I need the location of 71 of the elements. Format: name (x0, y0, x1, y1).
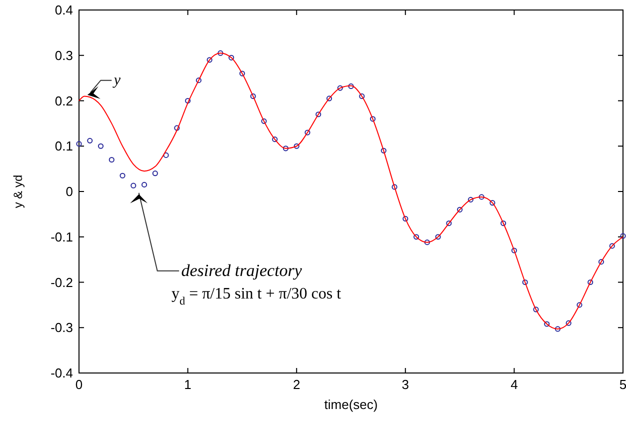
point (457, 206, 463, 212)
point (554, 326, 561, 332)
y-tick-label: -0.1 (50, 229, 73, 244)
point (588, 279, 594, 286)
point (478, 194, 484, 200)
point (380, 148, 386, 154)
y-tick-label: 0.3 (54, 48, 73, 63)
x-tick-label: 4 (510, 377, 518, 392)
point (370, 116, 376, 122)
point (490, 200, 496, 206)
y-tick-label: 0.2 (54, 93, 73, 108)
x-tick-label: 2 (292, 377, 300, 392)
point (239, 70, 245, 76)
point (359, 93, 365, 100)
point (511, 248, 517, 254)
point (174, 125, 180, 131)
point (141, 182, 148, 188)
x-axis-title: time(sec) (324, 397, 378, 412)
point (435, 234, 441, 240)
point (108, 156, 114, 163)
point (196, 78, 202, 84)
y-axis-title: y & yd (11, 174, 25, 208)
annotation: y$_{d}$ = π/15 sin t + π/30 cos t (171, 286, 342, 308)
point (424, 240, 430, 246)
point (566, 320, 572, 326)
point (130, 182, 136, 188)
point (598, 259, 604, 265)
point (326, 96, 332, 102)
point (250, 93, 256, 100)
point (576, 302, 582, 308)
point (522, 279, 528, 286)
point (413, 234, 420, 240)
point (533, 306, 539, 312)
point (446, 220, 452, 226)
point (282, 146, 289, 152)
x-tick-label: 3 (402, 377, 410, 392)
point (87, 138, 93, 144)
point (228, 54, 234, 60)
point (304, 130, 310, 136)
x-tick-label: 1 (184, 377, 192, 392)
point (163, 152, 169, 158)
point (218, 50, 224, 56)
point (468, 196, 474, 202)
point (206, 57, 212, 63)
point (402, 216, 408, 222)
point (620, 233, 626, 239)
y-tick-label: 0 (66, 184, 73, 199)
y-tick-label: 0.1 (54, 138, 73, 154)
point (120, 172, 126, 178)
point (609, 243, 615, 249)
point (316, 112, 322, 118)
point (98, 143, 104, 149)
y-tick-label: -0.3 (50, 320, 73, 336)
series-label: y (112, 72, 121, 88)
point (392, 184, 398, 190)
y-tick-label: 0.4 (54, 2, 73, 18)
point (76, 141, 82, 147)
x-tick-label: 0 (75, 377, 83, 392)
x-tick-label: 5 (619, 377, 626, 392)
point (152, 170, 158, 176)
point (337, 85, 343, 91)
text: desired trajectory (181, 260, 302, 280)
point (544, 321, 550, 327)
y-tick-label: -0.2 (50, 274, 73, 290)
point (294, 143, 300, 149)
point (348, 83, 354, 90)
point (261, 118, 267, 124)
point (272, 136, 278, 142)
y-tick-label: -0.4 (50, 366, 73, 380)
point (185, 98, 191, 104)
point (500, 220, 506, 226)
